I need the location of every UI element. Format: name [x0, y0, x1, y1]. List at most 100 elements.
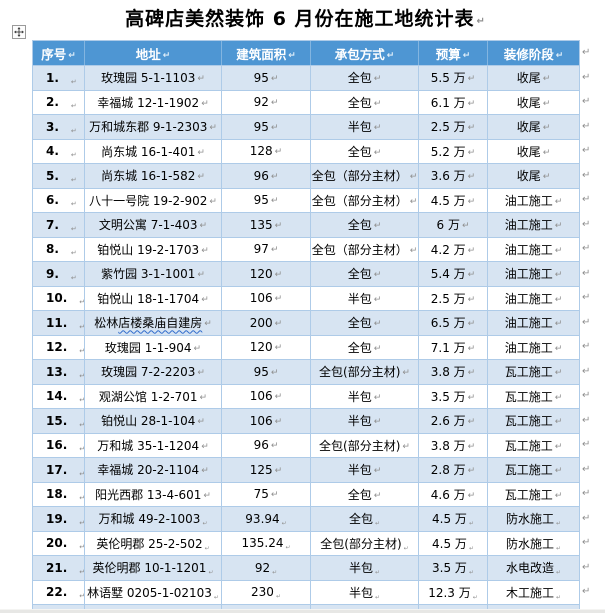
- cell-serial[interactable]: 1. ↵: [33, 65, 85, 90]
- cell-budget[interactable]: 3.8 万 ↵: [419, 432, 488, 457]
- cell-contract[interactable]: 全包 ↵: [311, 481, 419, 506]
- cell-serial[interactable]: 15. ↵: [33, 408, 85, 433]
- cell-budget[interactable]: 2.8 万 ↵: [419, 457, 488, 482]
- cell-budget[interactable]: 4.5 万 ↵: [419, 530, 488, 555]
- cell-area[interactable]: 230 ↵: [222, 579, 311, 604]
- cell-serial[interactable]: 11. ↵: [33, 310, 85, 335]
- col-header-area[interactable]: 建筑面积 ↵: [222, 41, 311, 65]
- cell-contract[interactable]: 全包 ↵: [311, 334, 419, 359]
- cell-address[interactable]: 英伦明郡 10-1-1201 ↵: [85, 555, 222, 580]
- cell-contract[interactable]: 半包 ↵: [311, 457, 419, 482]
- cell-address[interactable]: 八十一号院 19-2-902 ↵: [85, 187, 222, 212]
- cell-contract[interactable]: 全包(部分主材) ↵: [311, 359, 419, 384]
- cell-budget[interactable]: 2.5 万 ↵: [419, 285, 488, 310]
- cell-contract[interactable]: 全包（部分主材） ↵: [311, 163, 419, 188]
- cell-address[interactable]: 松林店楼桑庙自建房 ↵: [85, 310, 222, 335]
- cell-stage[interactable]: 瓦工施工 ↵: [488, 359, 579, 384]
- cell-budget[interactable]: 4.5 万 ↵: [419, 187, 488, 212]
- cell-stage[interactable]: 水电改造 ↵: [488, 555, 579, 580]
- cell-stage[interactable]: 收尾 ↵: [488, 114, 579, 139]
- cell-stage[interactable]: 木工施工 ↵: [488, 579, 579, 604]
- cell-area[interactable]: 92 ↵: [222, 89, 311, 114]
- cell-serial[interactable]: 21. ↵: [33, 555, 85, 580]
- cell-serial[interactable]: 2. ↵: [33, 89, 85, 114]
- cell-area[interactable]: 95 ↵: [222, 359, 311, 384]
- cell-serial[interactable]: 5. ↵: [33, 163, 85, 188]
- cell-address[interactable]: 观湖公馆 1-2-701 ↵: [85, 383, 222, 408]
- cell-address[interactable]: 万和城东郡 9-1-2303 ↵: [85, 114, 222, 139]
- cell-area[interactable]: 125 ↵: [222, 457, 311, 482]
- cell-stage[interactable]: 油工施工 ↵: [488, 334, 579, 359]
- cell-contract[interactable]: 半包 ↵: [311, 555, 419, 580]
- cell-area[interactable]: 95 ↵: [222, 114, 311, 139]
- cell-address[interactable]: 阳光西郡 13-4-601 ↵: [85, 481, 222, 506]
- cell-area[interactable]: 95 ↵: [222, 65, 311, 90]
- cell-area[interactable]: 75 ↵: [222, 481, 311, 506]
- cell-area[interactable]: 135 ↵: [222, 212, 311, 237]
- cell-serial[interactable]: 4. ↵: [33, 138, 85, 163]
- cell-contract[interactable]: 半包 ↵: [311, 408, 419, 433]
- cell-address[interactable]: 紫竹园 3-1-1001 ↵: [85, 261, 222, 286]
- cell-address[interactable]: 铂悦山 18-1-1704 ↵: [85, 285, 222, 310]
- cell-budget[interactable]: 5.4 万 ↵: [419, 261, 488, 286]
- cell-address[interactable]: 铂悦山 28-1-104 ↵: [85, 408, 222, 433]
- cell-stage[interactable]: 瓦工施工 ↵: [488, 383, 579, 408]
- cell-address[interactable]: 尚东城 16-1-582 ↵: [85, 163, 222, 188]
- cell-stage[interactable]: 油工施工 ↵: [488, 261, 579, 286]
- cell-contract[interactable]: 全包 ↵: [311, 89, 419, 114]
- cell-stage[interactable]: 防水施工 ↵: [488, 506, 579, 531]
- cell-contract[interactable]: 全包 ↵: [311, 138, 419, 163]
- cell-address[interactable]: 幸福城 12-1-1902 ↵: [85, 89, 222, 114]
- cell-budget[interactable]: 4.2 万 ↵: [419, 236, 488, 261]
- cell-contract[interactable]: 半包 ↵: [311, 114, 419, 139]
- cell-stage[interactable]: 油工施工 ↵: [488, 212, 579, 237]
- cell-contract[interactable]: 全包(部分主材) ↵: [311, 530, 419, 555]
- cell-budget[interactable]: 6 万 ↵: [419, 212, 488, 237]
- cell-stage[interactable]: 瓦工施工 ↵: [488, 408, 579, 433]
- cell-contract[interactable]: 全包 ↵: [311, 212, 419, 237]
- cell-contract[interactable]: 全包（部分主材） ↵: [311, 187, 419, 212]
- cell-stage[interactable]: 油工施工 ↵: [488, 236, 579, 261]
- cell-budget[interactable]: 3.5 万 ↵: [419, 555, 488, 580]
- cell-budget[interactable]: 3.5 万 ↵: [419, 383, 488, 408]
- cell-serial[interactable]: 6. ↵: [33, 187, 85, 212]
- cell-serial[interactable]: 14. ↵: [33, 383, 85, 408]
- cell-stage[interactable]: 瓦工施工 ↵: [488, 481, 579, 506]
- cell-budget[interactable]: 6.5 万 ↵: [419, 310, 488, 335]
- cell-budget[interactable]: 2.5 万 ↵: [419, 114, 488, 139]
- cell-address[interactable]: 尚东城 16-1-401 ↵: [85, 138, 222, 163]
- cell-budget[interactable]: 4.6 万 ↵: [419, 481, 488, 506]
- col-header-budget[interactable]: 预算 ↵: [419, 41, 488, 65]
- page-title[interactable]: 高碑店美然装饰 6 月份在施工地统计表 ↵: [32, 4, 578, 34]
- cell-budget[interactable]: 3.8 万 ↵: [419, 359, 488, 384]
- cell-stage[interactable]: 收尾 ↵: [488, 89, 579, 114]
- cell-budget[interactable]: 12.3 万 ↵: [419, 579, 488, 604]
- cell-budget[interactable]: 5.2 万 ↵: [419, 138, 488, 163]
- cell-area[interactable]: 96 ↵: [222, 432, 311, 457]
- cell-serial[interactable]: 10. ↵: [33, 285, 85, 310]
- cell-contract[interactable]: 半包 ↵: [311, 383, 419, 408]
- cell-address[interactable]: 英伦明郡 25-2-502 ↵: [85, 530, 222, 555]
- cell-stage[interactable]: 油工施工 ↵: [488, 310, 579, 335]
- cell-contract[interactable]: 全包（部分主材） ↵: [311, 236, 419, 261]
- cell-serial[interactable]: 7. ↵: [33, 212, 85, 237]
- cell-serial[interactable]: 12. ↵: [33, 334, 85, 359]
- cell-area[interactable]: 106 ↵: [222, 408, 311, 433]
- cell-area[interactable]: 106 ↵: [222, 285, 311, 310]
- cell-area[interactable]: 92 ↵: [222, 555, 311, 580]
- cell-stage[interactable]: 防水施工 ↵: [488, 530, 579, 555]
- cell-address[interactable]: 万和城 35-1-1204 ↵: [85, 432, 222, 457]
- cell-budget[interactable]: 2.6 万 ↵: [419, 408, 488, 433]
- cell-contract[interactable]: 全包 ↵: [311, 261, 419, 286]
- cell-contract[interactable]: 全包 ↵: [311, 310, 419, 335]
- col-header-stage[interactable]: 装修阶段 ↵: [488, 41, 579, 65]
- cell-area[interactable]: 95 ↵: [222, 187, 311, 212]
- cell-budget[interactable]: 5.5 万 ↵: [419, 65, 488, 90]
- cell-serial[interactable]: 19. ↵: [33, 506, 85, 531]
- cell-stage[interactable]: 油工施工 ↵: [488, 187, 579, 212]
- cell-serial[interactable]: 20. ↵: [33, 530, 85, 555]
- cell-stage[interactable]: 油工施工 ↵: [488, 285, 579, 310]
- cell-serial[interactable]: 9. ↵: [33, 261, 85, 286]
- cell-area[interactable]: 96 ↵: [222, 163, 311, 188]
- cell-address[interactable]: 文明公寓 7-1-403 ↵: [85, 212, 222, 237]
